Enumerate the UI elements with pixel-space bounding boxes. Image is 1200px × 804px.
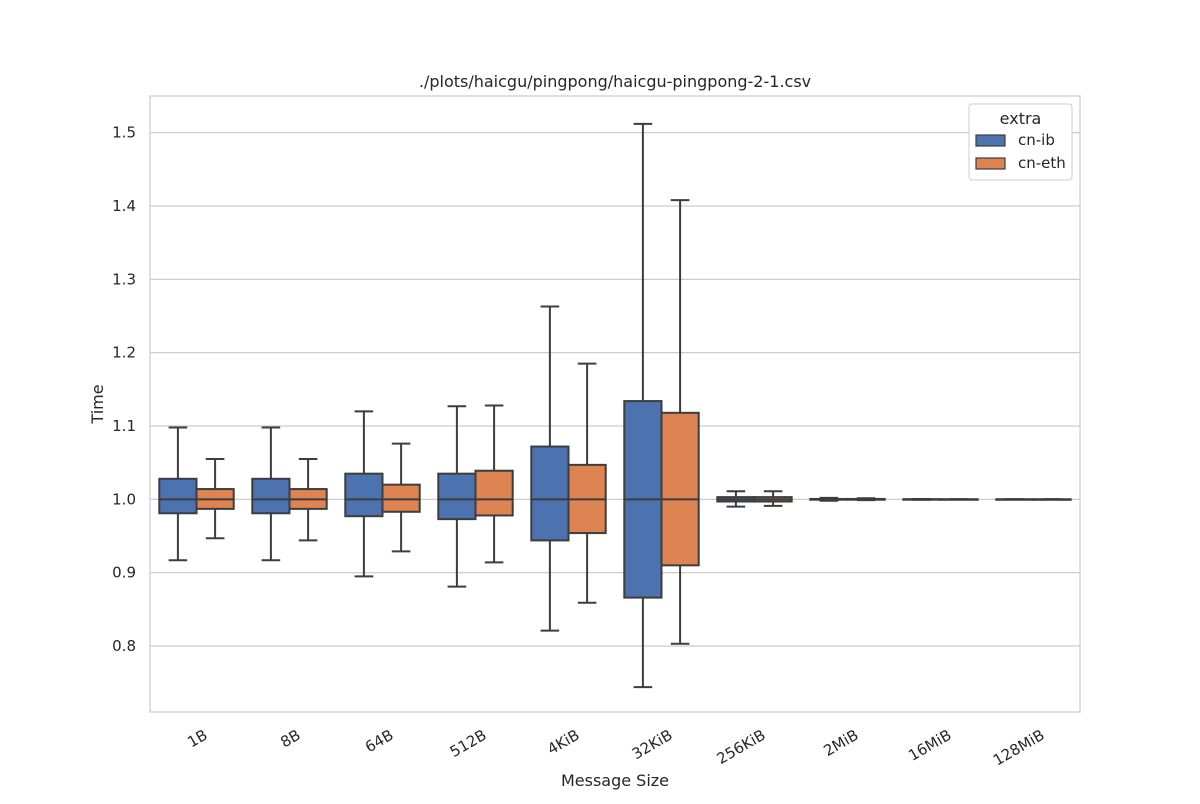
- chart-title: ./plots/haicgu/pingpong/haicgu-pingpong-…: [419, 72, 811, 91]
- box-cn-ib-4KiB: [530, 305, 570, 632]
- box-cn-ib-64B: [344, 410, 384, 578]
- box-cn-ib-128MiB: [995, 498, 1035, 501]
- box-cn-eth-512B: [474, 404, 514, 564]
- boxes: [158, 122, 1072, 689]
- box-cn-eth-2MiB: [846, 497, 886, 502]
- legend: extra cn-ib cn-eth: [968, 103, 1073, 181]
- legend-label: cn-eth: [1018, 154, 1066, 172]
- legend-items: cn-ib cn-eth: [975, 131, 1066, 172]
- legend-item-cn-ib: cn-ib: [975, 131, 1055, 149]
- iqr-box: [251, 477, 291, 515]
- y-axis-label: Time: [88, 384, 107, 424]
- box-cn-ib-1B: [158, 426, 198, 562]
- box-cn-eth-4KiB: [567, 362, 607, 604]
- box-cn-eth-16MiB: [939, 498, 979, 501]
- box-cn-eth-32KiB: [660, 199, 700, 645]
- y-tick-label: 1.0: [112, 490, 136, 508]
- y-tick-label: 0.8: [112, 637, 136, 655]
- plot-area-frame: [149, 95, 1081, 713]
- iqr-box: [530, 445, 570, 542]
- box-cn-eth-1B: [195, 458, 235, 540]
- box-cn-eth-64B: [381, 442, 421, 553]
- y-tick-label: 1.5: [112, 124, 136, 142]
- legend-swatch: [975, 157, 1006, 170]
- iqr-box: [437, 472, 477, 521]
- y-tick-label: 1.4: [112, 197, 136, 215]
- y-tick-label: 1.3: [112, 270, 136, 288]
- legend-label: cn-ib: [1018, 131, 1055, 149]
- box-cn-ib-16MiB: [902, 497, 942, 501]
- box-cn-eth-256KiB: [753, 490, 793, 507]
- box-cn-eth-8B: [288, 458, 328, 542]
- iqr-box: [381, 483, 421, 513]
- iqr-box: [660, 411, 700, 567]
- y-tick-label: 0.9: [112, 564, 136, 582]
- box-cn-eth-128MiB: [1032, 498, 1072, 501]
- legend-title: extra: [1000, 109, 1042, 128]
- iqr-box: [344, 472, 384, 518]
- iqr-box: [158, 477, 198, 515]
- x-axis-label: Message Size: [561, 771, 669, 790]
- y-tick-label: 1.1: [112, 417, 136, 435]
- box-cn-ib-2MiB: [809, 496, 849, 502]
- box-cn-ib-32KiB: [623, 122, 663, 689]
- legend-swatch: [975, 134, 1006, 147]
- y-tick-label: 1.2: [112, 344, 136, 362]
- box-cn-ib-512B: [437, 405, 477, 588]
- y-tick-labels: 0.8 0.9 1.0 1.1 1.2 1.3 1.4 1.5: [112, 124, 136, 655]
- iqr-box: [474, 469, 514, 517]
- legend-item-cn-eth: cn-eth: [975, 154, 1066, 172]
- box-cn-ib-8B: [251, 426, 291, 562]
